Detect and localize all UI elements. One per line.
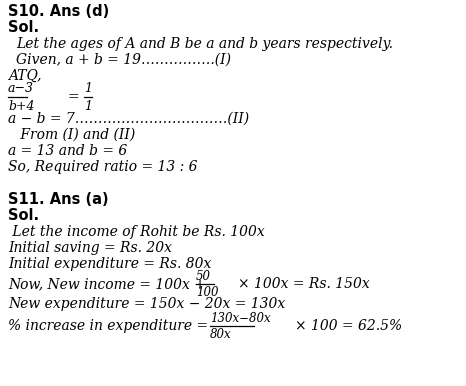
Text: Initial saving = Rs. 20x: Initial saving = Rs. 20x bbox=[8, 241, 172, 255]
Text: b+4: b+4 bbox=[8, 100, 34, 112]
Text: S10. Ans (d): S10. Ans (d) bbox=[8, 5, 109, 20]
Text: New expenditure = 150x − 20x = 130x: New expenditure = 150x − 20x = 130x bbox=[8, 297, 285, 311]
Text: a = 13 and b = 6: a = 13 and b = 6 bbox=[8, 144, 127, 158]
Text: =: = bbox=[68, 90, 80, 104]
Text: Sol.: Sol. bbox=[8, 208, 39, 223]
Text: a − b = 7……………………………(II): a − b = 7……………………………(II) bbox=[8, 112, 249, 126]
Text: a−3: a−3 bbox=[8, 83, 34, 95]
Text: 100: 100 bbox=[196, 286, 219, 300]
Text: Now, New income = 100x +: Now, New income = 100x + bbox=[8, 277, 210, 291]
Text: × 100 = 62.5%: × 100 = 62.5% bbox=[295, 319, 402, 333]
Text: ATQ,: ATQ, bbox=[8, 69, 41, 83]
Text: 1: 1 bbox=[84, 83, 92, 95]
Text: Sol.: Sol. bbox=[8, 20, 39, 36]
Text: Let the ages of A and B be a and b years respectively.: Let the ages of A and B be a and b years… bbox=[16, 37, 393, 51]
Text: Initial expenditure = Rs. 80x: Initial expenditure = Rs. 80x bbox=[8, 257, 212, 271]
Text: Let the income of Rohit be Rs. 100x: Let the income of Rohit be Rs. 100x bbox=[8, 225, 265, 239]
Text: 80x: 80x bbox=[210, 328, 232, 342]
Text: So, Required ratio = 13 : 6: So, Required ratio = 13 : 6 bbox=[8, 160, 198, 174]
Text: × 100x = Rs. 150x: × 100x = Rs. 150x bbox=[238, 277, 370, 291]
Text: Given, a + b = 19…………….(I): Given, a + b = 19…………….(I) bbox=[16, 53, 231, 67]
Text: S11. Ans (a): S11. Ans (a) bbox=[8, 193, 109, 208]
Text: From (I) and (II): From (I) and (II) bbox=[16, 128, 135, 142]
Text: 1: 1 bbox=[84, 100, 92, 112]
Text: 50: 50 bbox=[196, 269, 211, 283]
Text: % increase in expenditure =: % increase in expenditure = bbox=[8, 319, 212, 333]
Text: 130x−80x: 130x−80x bbox=[210, 312, 271, 325]
